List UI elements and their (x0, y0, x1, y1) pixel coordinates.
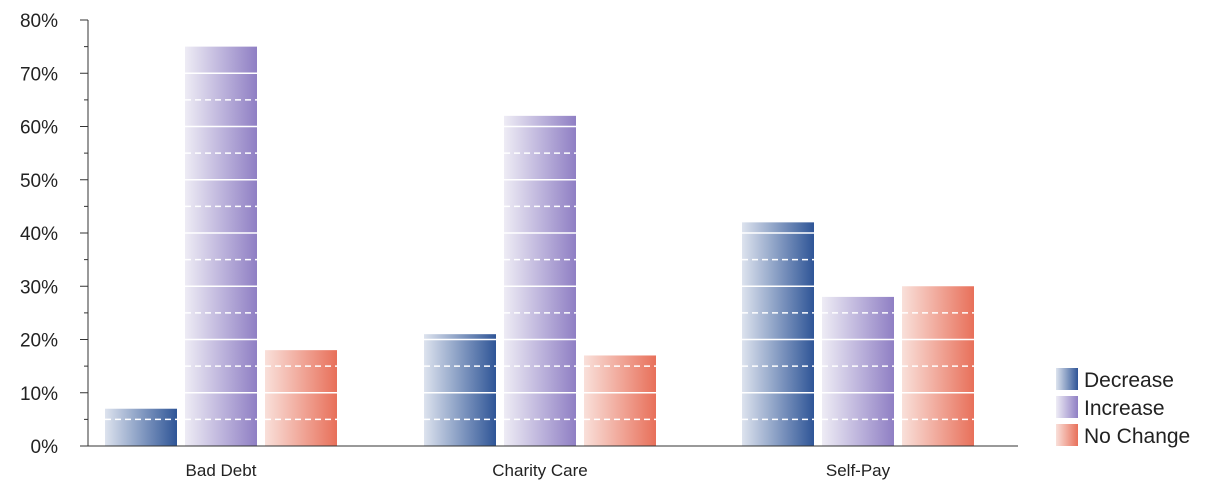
labels-layer: 0% 10% 20% 30% 40% 50% 60% 70% 80% Bad Debt Charit… (20, 11, 891, 480)
bar-bad-debt-increase (185, 46, 257, 446)
y-tick-label: 30% (20, 277, 58, 298)
bar-bad-debt-decrease (105, 408, 177, 446)
axes-layer (80, 19, 1018, 447)
y-tick-label: 60% (20, 118, 58, 139)
y-tick-label: 70% (20, 64, 58, 85)
y-tick-label: 40% (20, 224, 58, 245)
bar-charity-care-increase (504, 115, 576, 446)
y-tick-label: 0% (31, 437, 59, 458)
legend: Decrease Increase No Change (1056, 368, 1190, 448)
x-tick-label-bad-debt: Bad Debt (186, 461, 257, 480)
bar-self-pay-decrease (742, 222, 814, 446)
bar-self-pay-increase (822, 296, 894, 446)
legend-swatch-decrease (1056, 368, 1078, 390)
bar-charity-care-no-change (584, 355, 656, 446)
x-tick-label-charity-care: Charity Care (492, 461, 587, 480)
legend-swatch-no-change (1056, 424, 1078, 446)
legend-swatch-increase (1056, 396, 1078, 418)
legend-label-decrease: Decrease (1084, 369, 1174, 392)
y-tick-label: 20% (20, 331, 58, 352)
y-tick-label: 80% (20, 11, 58, 32)
y-tick-label: 10% (20, 384, 58, 405)
bar-charity-care-decrease (424, 334, 496, 446)
legend-label-no-change: No Change (1084, 425, 1190, 448)
y-tick-label: 50% (20, 171, 58, 192)
legend-label-increase: Increase (1084, 397, 1165, 420)
bar-bad-debt-no-change (265, 350, 337, 446)
x-tick-label-self-pay: Self-Pay (826, 461, 891, 480)
bars-layer (105, 46, 974, 446)
